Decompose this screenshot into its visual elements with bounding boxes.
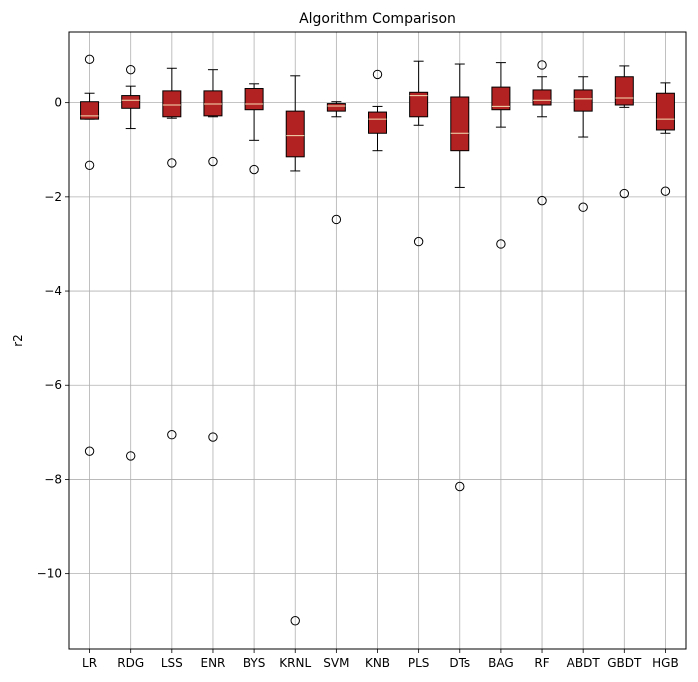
y-tick-label: −4 [44,284,62,298]
iqr-box [655,92,675,131]
outlier-point [167,429,177,440]
x-tick-label-bag: BAG [488,656,514,670]
x-tick-label-pls: PLS [408,656,430,670]
box-rf [532,60,552,206]
iqr-box [532,89,552,106]
iqr-box [326,103,346,112]
y-tick-label: 0 [54,96,62,110]
outlier-point [208,156,218,167]
x-tick-label-lr: LR [82,656,97,670]
x-tick-label-bys: BYS [243,656,266,670]
box-abdt [573,76,593,212]
iqr-box [450,96,470,152]
outlier-point [372,69,383,80]
box-hgb [655,82,675,196]
outlier-point [331,214,342,225]
outlier-point [126,451,136,461]
iqr-box [80,101,100,120]
iqr-box [285,110,305,158]
box-dts [450,63,470,492]
x-tick-label-svm: SVM [323,656,349,670]
x-tick-label-lss: LSS [161,656,183,670]
iqr-box [121,95,141,109]
iqr-box [203,90,223,117]
x-tick-label-knb: KNB [365,656,390,670]
box-svm [326,101,346,225]
x-tick-label-enr: ENR [201,656,226,670]
x-tick-label-rf: RF [534,656,549,670]
outlier-point [167,158,177,168]
outlier-point [578,202,588,212]
iqr-box [244,88,264,111]
iqr-box [409,91,429,118]
outlier-point [537,195,547,206]
box-rdg [121,64,141,461]
outlier-point [208,432,218,442]
iqr-box [491,86,511,111]
x-tick-label-dts: DTs [449,656,470,670]
outlier-point [290,616,300,626]
outlier-point [84,446,95,456]
iqr-box [162,90,182,118]
box-enr [203,69,223,442]
x-tick-label-krnl: KRNL [279,656,311,670]
box-gbdt [614,65,634,199]
x-tick-label-abdt: ABDT [567,656,601,670]
box-knb [368,69,387,152]
box-krnl [285,75,305,626]
outlier-point [413,236,424,247]
iqr-box [614,76,634,106]
chart-title: Algorithm Comparison [299,11,456,27]
y-tick-label: −10 [37,567,62,581]
outlier-point [660,186,671,196]
box-bys [244,83,264,175]
x-tick-label-hgb: HGB [652,656,679,670]
y-tick-label: −6 [44,378,62,392]
iqr-box [573,89,593,112]
y-axis-label: r2 [11,334,25,347]
y-tick-label: −8 [44,472,62,486]
outlier-point [84,160,95,170]
plot-frame [68,31,687,650]
x-tick-label-gbdt: GBDT [607,656,642,670]
y-tick-label: −2 [44,190,62,204]
box-layer [80,54,675,626]
box-pls [409,60,429,247]
outlier-point [496,239,506,249]
axis-layer: 0 −2 −4 −6 −8 −10 LR RDG LSS ENR BYS KRNL SVM KNB PLS D… [37,96,679,670]
outlier-point [455,481,465,492]
outlier-point [619,188,629,199]
x-tick-label-rdg: RDG [117,656,144,670]
iqr-box [368,111,387,134]
box-bag [491,62,511,249]
outlier-point [126,64,136,75]
box-lr [80,54,100,456]
box-lss [162,67,182,440]
outlier-point [537,60,547,70]
outlier-point [84,54,95,65]
outlier-point [249,164,259,175]
